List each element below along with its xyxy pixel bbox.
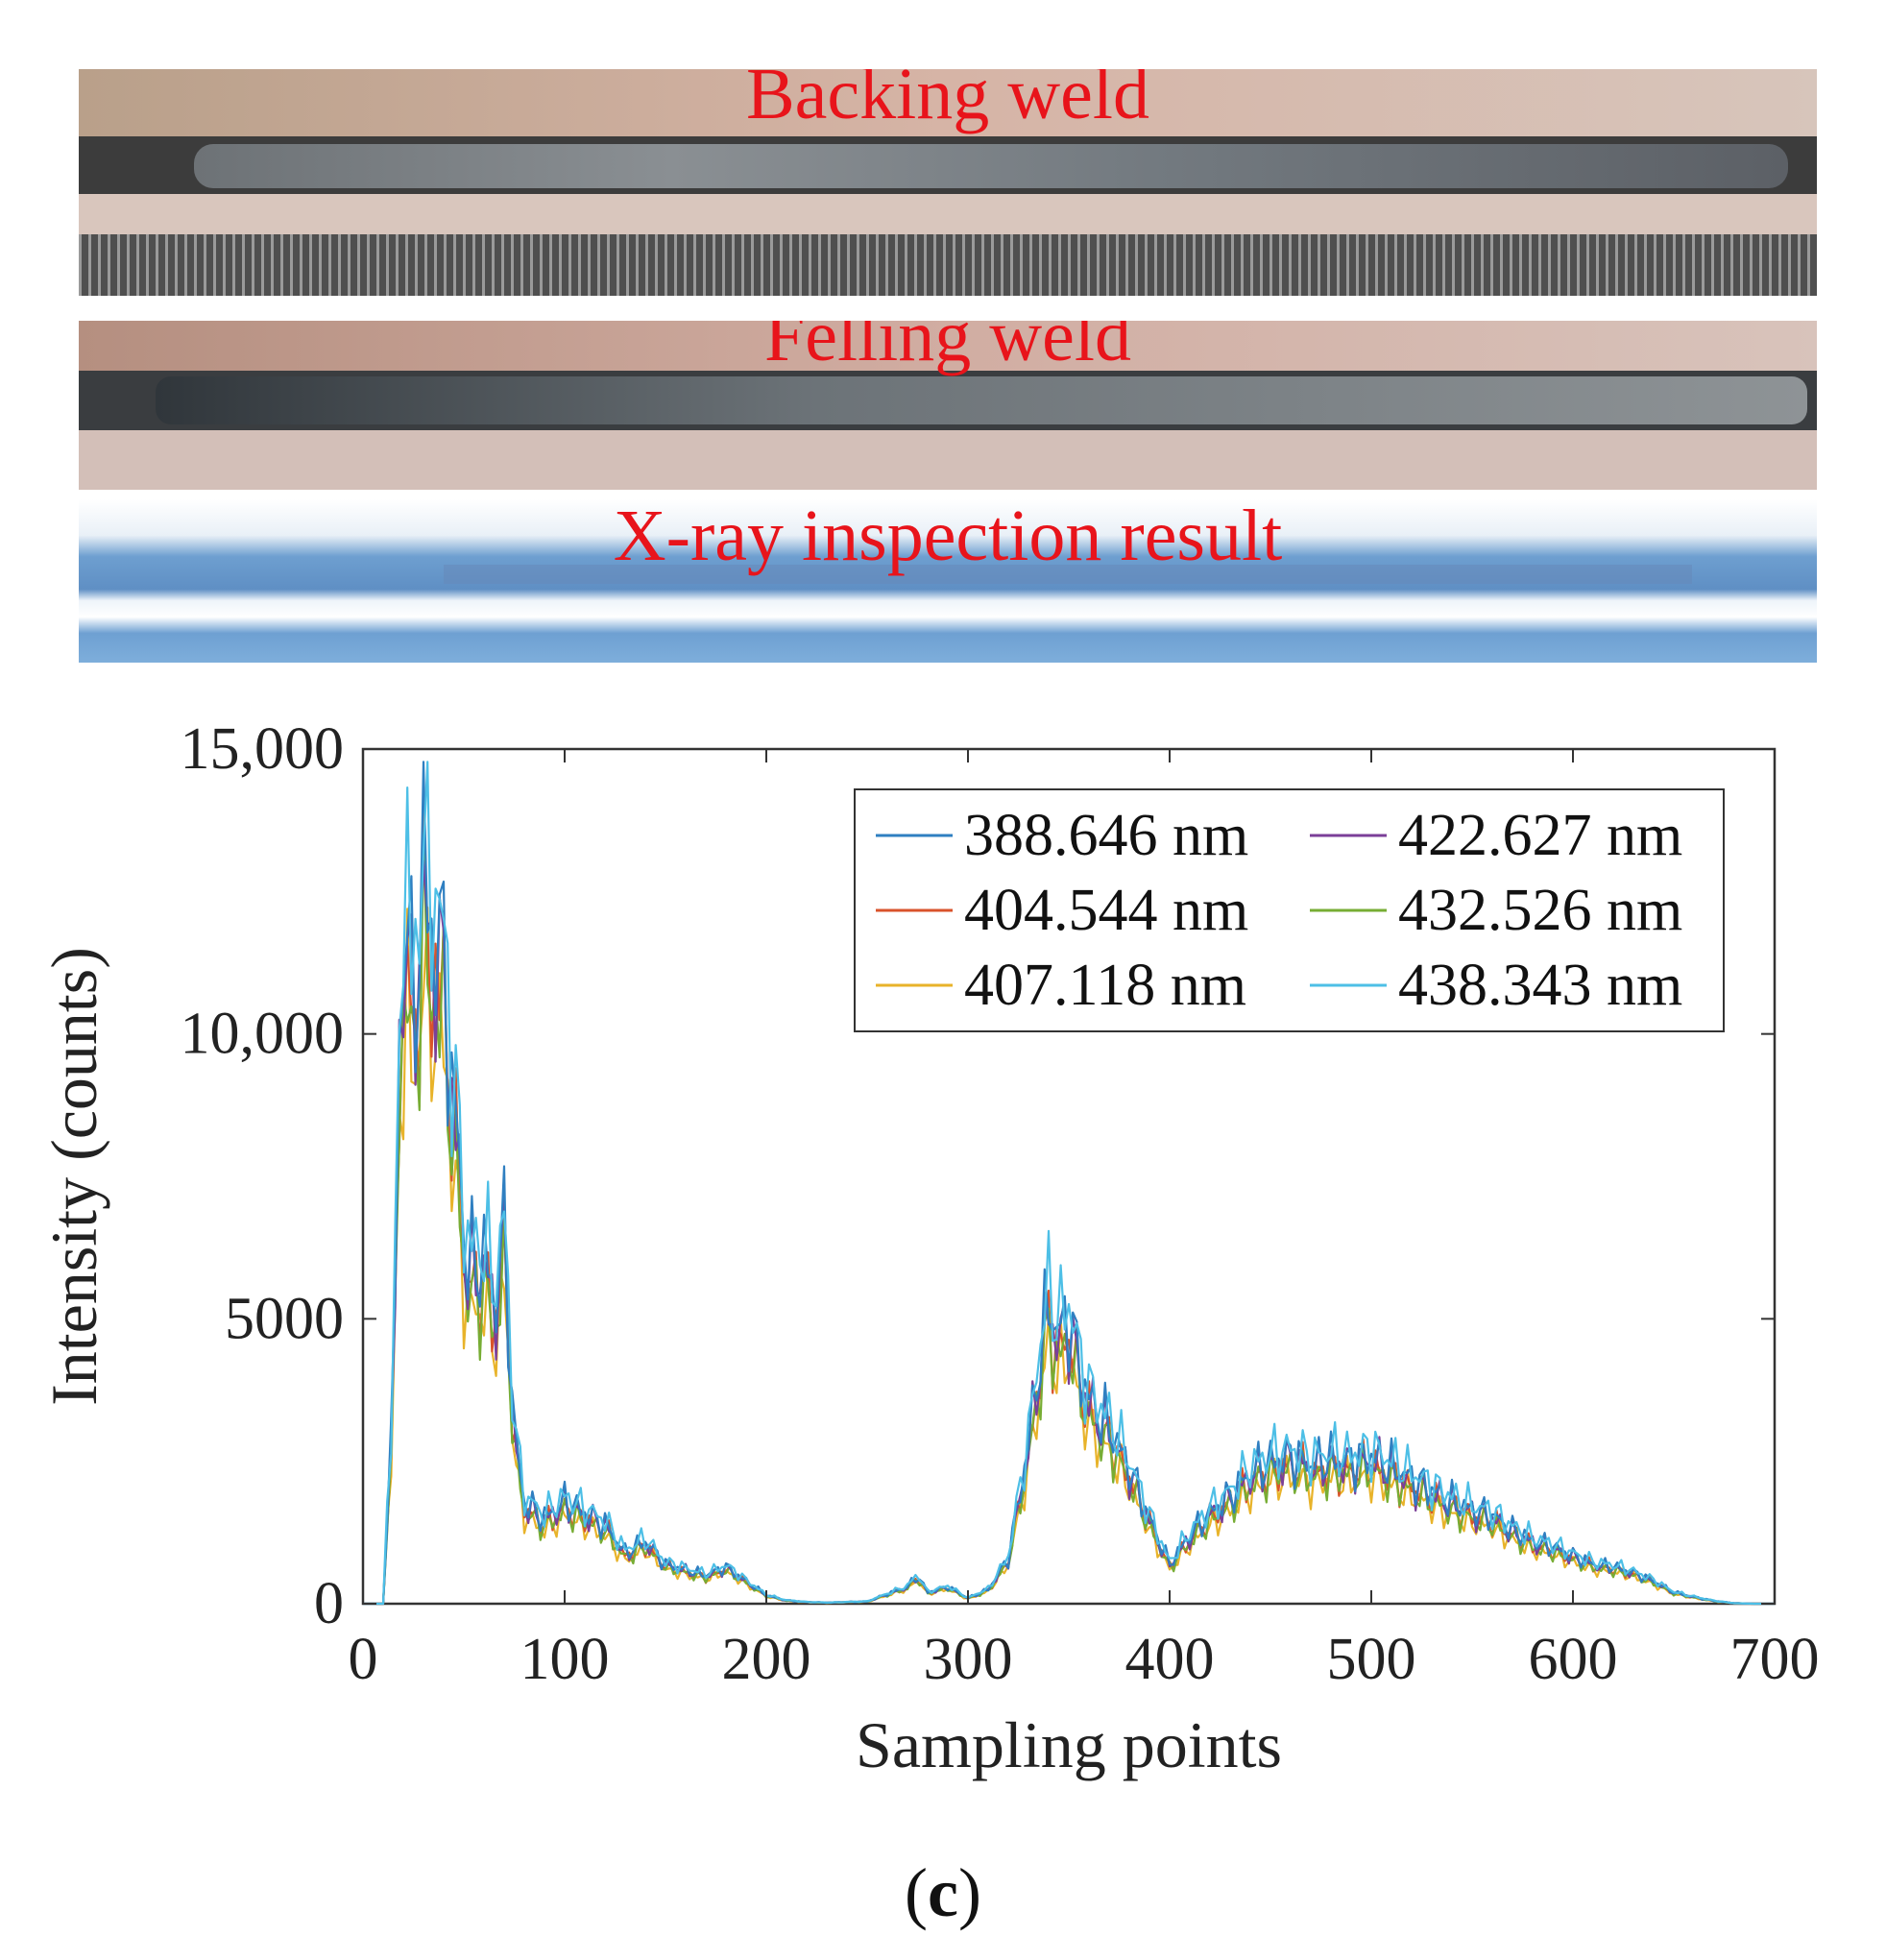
legend-label-432.526: 432.526 nm	[1398, 878, 1682, 943]
x-tick-label: 0	[349, 1627, 378, 1692]
felling-weld-photo: Felling weld	[79, 321, 1817, 490]
y-tick-label: 10,000	[181, 1002, 345, 1067]
intensity-line-chart: 0 100 200 300 400 500 600 7000500010,00015,000 …	[37, 716, 1820, 1781]
legend: 388.646 nm 404.544 nm 407.118 nm 422.627 nm…	[854, 788, 1725, 1032]
x-tick-label: 200	[722, 1627, 811, 1692]
felling-weld-image	[79, 321, 1817, 490]
backing-weld-label: Backing weld	[745, 69, 1149, 134]
legend-label-407.118: 407.118 nm	[964, 953, 1246, 1018]
y-tick-label: 0	[314, 1571, 344, 1636]
caption-close: )	[957, 1854, 981, 1931]
x-tick-label: 700	[1730, 1627, 1820, 1692]
x-tick-label: 600	[1529, 1627, 1618, 1692]
xray-photo: X-ray inspection result	[79, 499, 1817, 663]
series-lines	[363, 761, 1775, 1606]
series-line-438.343	[363, 761, 1775, 1606]
xray-label: X-ray inspection result	[613, 499, 1283, 576]
axis-ticks: 0 100 200 300 400 500 600 700 0 5000 10,000 15,000	[181, 716, 1820, 1692]
legend-label-404.544: 404.544 nm	[964, 878, 1248, 943]
backing-weld-photo: Backing weld	[79, 69, 1817, 296]
y-tick-label: 15,000	[181, 716, 345, 782]
xray-image	[79, 499, 1817, 663]
legend-box	[854, 788, 1725, 1032]
x-tick-label: 300	[924, 1627, 1013, 1692]
caption-open: (	[905, 1854, 929, 1931]
y-tick-label: 5000	[225, 1286, 344, 1351]
backing-weld-image	[79, 69, 1817, 296]
series-line-388.646	[363, 761, 1775, 1606]
figure-caption: (c)	[0, 1853, 1886, 1933]
x-tick-label: 100	[520, 1627, 610, 1692]
legend-label-422.627: 422.627 nm	[1398, 803, 1682, 868]
x-tick-label: 500	[1327, 1627, 1416, 1692]
x-tick-label: 400	[1125, 1627, 1215, 1692]
y-axis-title: Intensity (counts)	[37, 947, 110, 1406]
x-axis-title: Sampling points	[856, 1708, 1282, 1781]
caption-letter: c	[928, 1854, 958, 1931]
legend-label-388.646: 388.646 nm	[964, 803, 1248, 868]
legend-label-438.343: 438.343 nm	[1398, 953, 1682, 1018]
felling-weld-label: Felling weld	[763, 321, 1132, 376]
